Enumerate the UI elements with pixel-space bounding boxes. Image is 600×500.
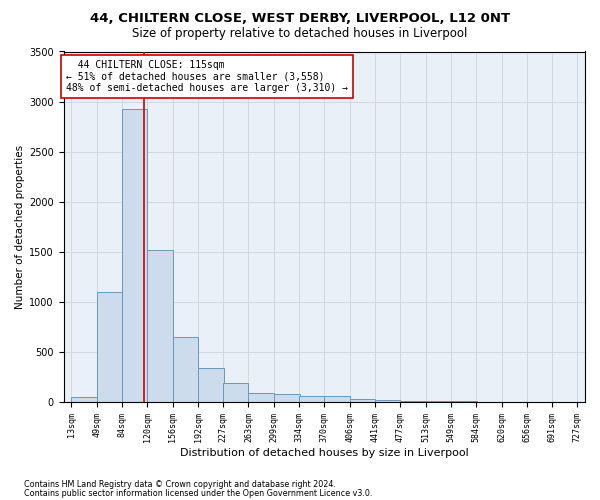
Bar xyxy=(299,396,325,402)
Bar xyxy=(374,400,400,402)
Bar xyxy=(425,401,451,402)
Text: Size of property relative to detached houses in Liverpool: Size of property relative to detached ho… xyxy=(133,28,467,40)
X-axis label: Distribution of detached houses by size in Liverpool: Distribution of detached houses by size … xyxy=(180,448,469,458)
Text: Contains HM Land Registry data © Crown copyright and database right 2024.: Contains HM Land Registry data © Crown c… xyxy=(24,480,336,489)
Bar xyxy=(147,250,173,402)
Bar xyxy=(173,337,198,402)
Bar xyxy=(274,394,299,402)
Text: 44 CHILTERN CLOSE: 115sqm
← 51% of detached houses are smaller (3,558)
48% of se: 44 CHILTERN CLOSE: 115sqm ← 51% of detac… xyxy=(66,60,348,94)
Text: Contains public sector information licensed under the Open Government Licence v3: Contains public sector information licen… xyxy=(24,489,373,498)
Text: 44, CHILTERN CLOSE, WEST DERBY, LIVERPOOL, L12 0NT: 44, CHILTERN CLOSE, WEST DERBY, LIVERPOO… xyxy=(90,12,510,26)
Bar xyxy=(325,396,350,402)
Bar xyxy=(350,398,376,402)
Bar xyxy=(223,383,248,402)
Bar xyxy=(122,108,147,402)
Bar xyxy=(198,368,224,402)
Y-axis label: Number of detached properties: Number of detached properties xyxy=(15,145,25,309)
Bar xyxy=(71,397,97,402)
Bar xyxy=(248,393,274,402)
Bar xyxy=(97,292,122,402)
Bar xyxy=(400,400,425,402)
